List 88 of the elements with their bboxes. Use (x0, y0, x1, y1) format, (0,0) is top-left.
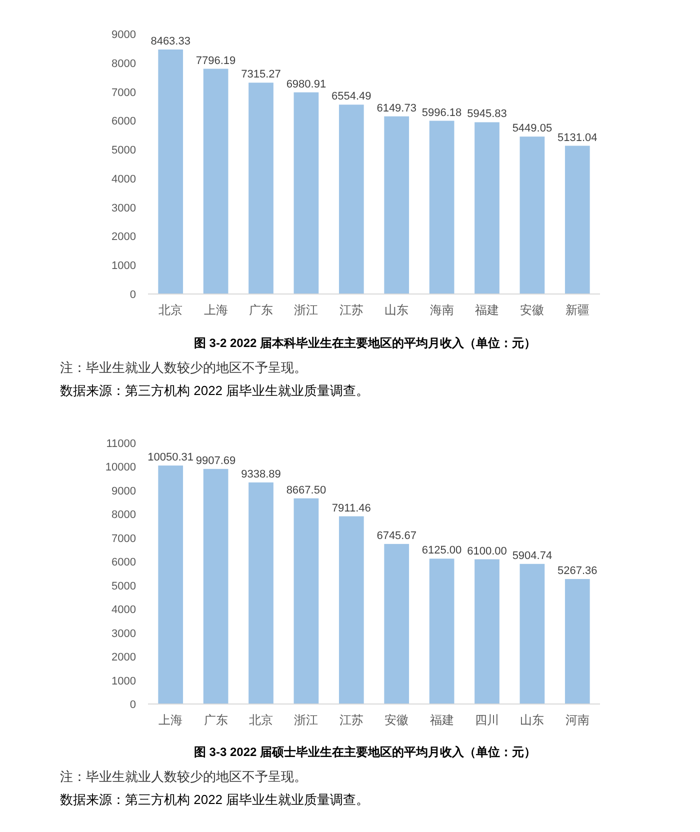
bar (429, 558, 454, 704)
y-tick-label: 6000 (112, 116, 136, 128)
x-tick-label: 新疆 (565, 303, 590, 317)
y-tick-label: 3000 (112, 202, 136, 214)
bar (474, 559, 500, 704)
bar (474, 122, 500, 294)
y-tick-label: 9000 (112, 29, 136, 41)
bar (203, 468, 228, 704)
bar (203, 68, 228, 294)
x-tick-label: 河南 (565, 713, 590, 727)
data-label: 6980.91 (286, 78, 326, 90)
x-tick-label: 福建 (430, 713, 454, 727)
data-label: 6554.49 (332, 90, 372, 103)
x-tick-label: 海南 (430, 303, 454, 317)
bar (158, 50, 184, 294)
y-tick-label: 10000 (105, 462, 136, 474)
bar (429, 120, 454, 294)
y-tick-label: 1000 (112, 675, 136, 688)
y-tick-label: 0 (130, 289, 136, 301)
source-note: 数据来源：第三方机构 2022 届毕业生就业质量调查。 (60, 792, 370, 807)
text: 注：毕业生就业人数较少的地区不予呈现。 (60, 769, 307, 784)
y-tick-label: 5000 (112, 580, 136, 592)
data-label: 8463.33 (150, 36, 190, 48)
data-label: 7796.19 (196, 54, 236, 67)
x-tick-label: 山东 (520, 713, 544, 727)
text: 图 3-3 2022 届硕士毕业生在主要地区的平均月收入（单位：元） (194, 745, 536, 759)
y-tick-label: 2000 (112, 652, 136, 664)
bar (248, 82, 274, 294)
bar (294, 498, 319, 704)
x-tick-label: 山东 (384, 303, 409, 317)
bar (338, 516, 364, 704)
bar (248, 482, 274, 704)
x-tick-label: 四川 (475, 713, 499, 727)
bar (158, 466, 184, 704)
y-tick-label: 3000 (112, 628, 136, 640)
y-tick-label: 7000 (112, 86, 136, 99)
y-tick-label: 5000 (112, 144, 136, 157)
bar (384, 116, 410, 294)
y-tick-label: 1000 (112, 260, 136, 272)
data-label: 10050.31 (148, 452, 194, 464)
y-tick-label: 8000 (112, 58, 136, 70)
y-tick-label: 4000 (112, 173, 136, 186)
data-label: 8667.50 (286, 484, 326, 496)
y-tick-label: 7000 (112, 532, 136, 545)
data-label: 6100.00 (467, 545, 507, 558)
y-tick-label: 8000 (112, 509, 136, 522)
bar (338, 104, 364, 294)
bar (564, 579, 590, 704)
text: 图 3-2 2022 届本科毕业生在主要地区的平均月收入（单位：元） (194, 336, 536, 350)
data-label: 5996.18 (422, 106, 462, 119)
data-label: 6149.73 (376, 102, 416, 114)
x-tick-label: 安徽 (384, 713, 409, 727)
x-tick-label: 福建 (475, 303, 499, 317)
data-label: 7315.27 (241, 68, 281, 81)
y-tick-label: 9000 (112, 485, 136, 498)
data-label: 6125.00 (422, 544, 462, 557)
x-tick-label: 上海 (204, 303, 228, 317)
x-tick-label: 北京 (158, 303, 183, 317)
y-tick-label: 0 (130, 699, 136, 711)
x-tick-label: 北京 (249, 713, 273, 727)
data-label: 5904.74 (512, 550, 552, 562)
x-tick-label: 广东 (249, 303, 273, 317)
data-label: 5449.05 (512, 122, 552, 135)
x-tick-label: 浙江 (294, 713, 318, 727)
bar (384, 544, 410, 704)
bar (520, 564, 545, 704)
x-tick-label: 上海 (158, 713, 183, 727)
bar (564, 146, 590, 294)
x-tick-label: 安徽 (520, 303, 544, 317)
y-tick-label: 4000 (112, 604, 136, 616)
y-tick-label: 6000 (112, 556, 136, 569)
bar (520, 136, 545, 294)
data-label: 7911.46 (332, 502, 371, 514)
data-label: 5267.36 (558, 565, 598, 578)
source-note: 数据来源：第三方机构 2022 届毕业生就业质量调查。 (60, 383, 370, 398)
data-label: 5945.83 (467, 108, 507, 120)
data-label: 9338.89 (241, 468, 281, 480)
data-label: 9907.69 (196, 454, 236, 467)
y-tick-label: 11000 (106, 438, 136, 450)
x-tick-label: 广东 (204, 713, 228, 727)
text: 注：毕业生就业人数较少的地区不予呈现。 (60, 360, 307, 375)
data-label: 5131.04 (558, 132, 598, 144)
x-tick-label: 浙江 (294, 303, 318, 317)
x-tick-label: 江苏 (339, 713, 364, 727)
y-tick-label: 2000 (112, 231, 136, 244)
data-label: 6745.67 (376, 530, 416, 542)
bar (294, 92, 319, 294)
x-tick-label: 江苏 (339, 303, 364, 317)
